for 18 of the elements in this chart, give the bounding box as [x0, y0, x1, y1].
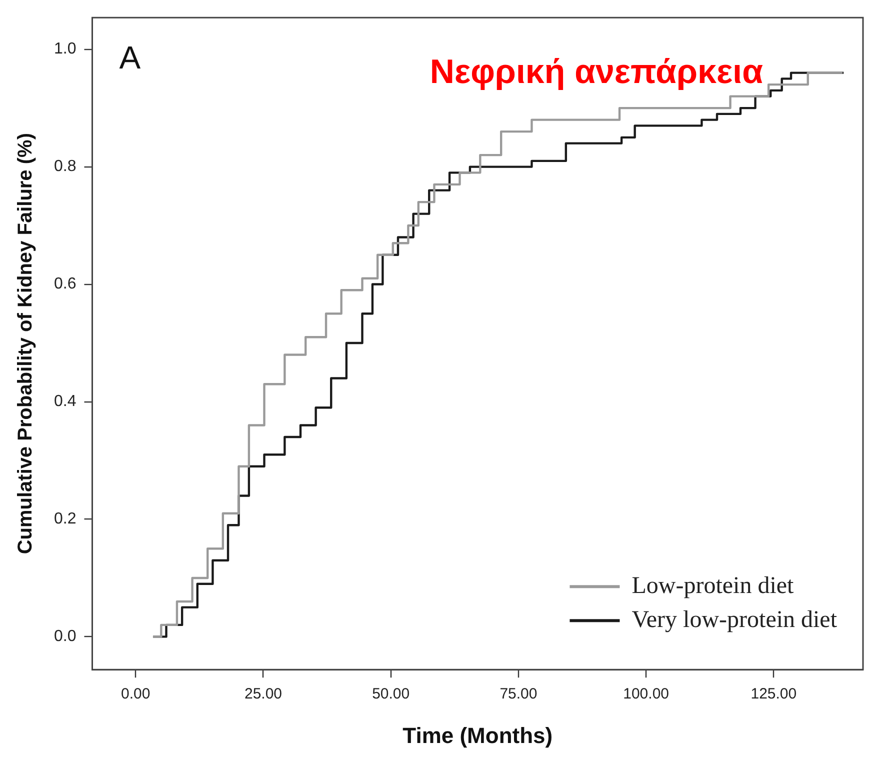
y-tick-label: 1.0	[54, 40, 76, 58]
y-tick-label: 0.2	[54, 510, 76, 528]
y-tick-label: 0.4	[54, 393, 76, 410]
annotation: A	[119, 39, 142, 76]
text: Νεφρική ανεπάρκεια	[430, 52, 764, 91]
x-axis-title: Time (Months)	[402, 722, 553, 748]
y-tick-label: 0.0	[54, 628, 76, 646]
y-tick-label: 0.6	[54, 276, 76, 293]
x-tick-label: 50.00	[372, 686, 410, 703]
x-tick-label: 75.00	[500, 686, 538, 703]
y-tick-label: 0.8	[54, 158, 76, 176]
legend-label: Very low-protein diet	[632, 606, 838, 633]
x-tick-label: 0.00	[121, 686, 150, 703]
x-tick-label: 125.00	[750, 686, 797, 703]
x-tick-label: 25.00	[244, 686, 282, 703]
legend-label: Low-protein diet	[632, 572, 794, 599]
x-tick-label: 100.00	[623, 686, 670, 703]
y-axis-title: Cumulative Probability of Kidney Failure (%)	[14, 133, 37, 554]
